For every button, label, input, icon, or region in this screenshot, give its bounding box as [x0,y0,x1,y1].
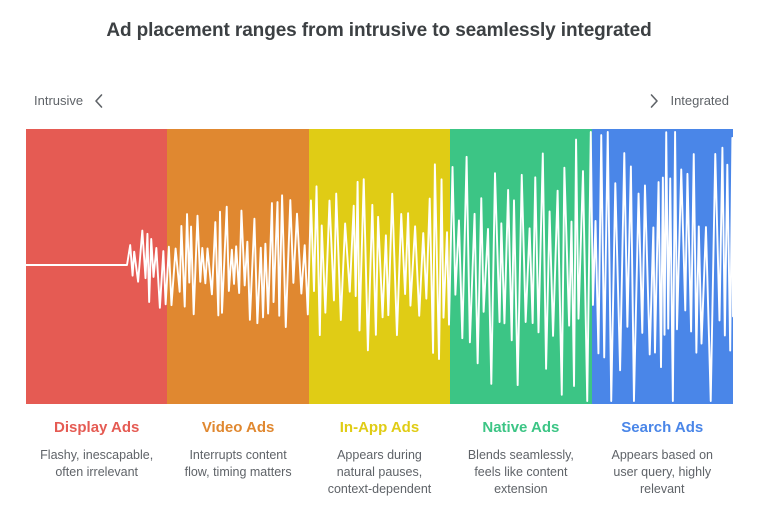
band-display-ads [26,129,167,404]
segment-description: Interrupts content flow, timing matters [171,447,304,481]
segment-description-line: flow, timing matters [184,465,292,479]
band-search-ads [592,129,733,404]
segment-description-line: context-dependent [327,482,432,496]
segment-description-line: Blends seamlessly, [467,448,574,462]
segment-column: Search Ads Appears based on user query, … [592,418,733,498]
segment-description: Blends seamlessly, feels like content ex… [454,447,587,498]
segment-description-line: extension [494,482,548,496]
segment-title: Native Ads [482,419,560,436]
segment-title: Search Ads [621,419,704,436]
segment-description: Flashy, inescapable, often irrelevant [30,447,163,481]
axis-right-end: Integrated [648,90,729,112]
axis-right-label: Integrated [670,93,729,108]
chevron-right-icon [648,93,660,109]
spectrum-axis: Intrusive Integrated [26,90,733,112]
segment-description: Appears during natural pauses, context-d… [313,447,446,498]
segment-column: Video Ads Interrupts content flow, timin… [167,418,308,498]
segment-column: Display Ads Flashy, inescapable, often i… [26,418,167,498]
segment-description-line: Flashy, inescapable, [40,448,154,462]
page-title: Ad placement ranges from intrusive to se… [106,20,652,41]
segment-description-line: natural pauses, [336,465,423,479]
chevron-left-icon [93,93,105,109]
band-video-ads [167,129,309,404]
axis-left-end: Intrusive [34,90,105,112]
segment-labels: Display Ads Flashy, inescapable, often i… [26,418,733,498]
segment-description-line: Appears during [337,448,422,462]
segment-description-line: relevant [640,482,685,496]
segment-title: Video Ads [201,419,275,436]
segment-title: Display Ads [54,419,140,436]
segment-column: In-App Ads Appears during natural pauses… [309,418,450,498]
segment-column: Native Ads Blends seamlessly, feels like… [450,418,591,498]
segment-description-line: often irrelevant [55,465,139,479]
spectrum-band-chart [26,129,733,404]
segment-description-line: user query, highly [613,465,712,479]
segment-title: In-App Ads [339,419,420,436]
axis-left-label: Intrusive [34,93,84,108]
segment-description-line: Appears based on [611,448,713,462]
segment-description-line: feels like content [474,465,568,479]
band-native-ads [450,129,592,404]
band-in-app-ads [309,129,450,404]
segment-description-line: Interrupts content [189,448,287,462]
segment-description: Appears based on user query, highly rele… [596,447,729,498]
